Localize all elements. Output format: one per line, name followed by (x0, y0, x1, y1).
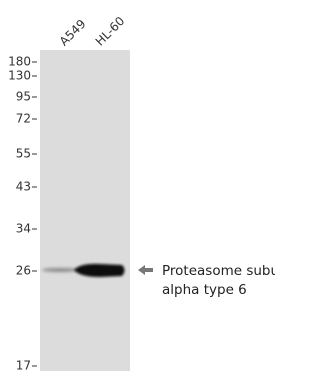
marker-label: 43 (16, 180, 31, 194)
band-a549 (42, 268, 78, 272)
annotation: alpha type 6 (162, 282, 247, 298)
marker-label: 55 (16, 147, 31, 161)
arrow (138, 265, 153, 275)
western-blot: A549 HL-60 Proteasome subunit alpha type… (0, 0, 275, 374)
marker-label: 34 (16, 222, 31, 236)
marker-label: 26 (16, 264, 31, 278)
lane-label: A549 (57, 17, 89, 49)
lane-label: HL-60 (93, 14, 128, 49)
annotation: Proteasome subunit (162, 263, 275, 279)
membrane (40, 50, 130, 371)
marker-label: 17 (16, 359, 31, 373)
marker-label: 95 (16, 90, 31, 104)
marker-label: 72 (16, 112, 31, 126)
marker-label: 130 (8, 69, 31, 83)
marker-label: 180 (8, 55, 31, 69)
